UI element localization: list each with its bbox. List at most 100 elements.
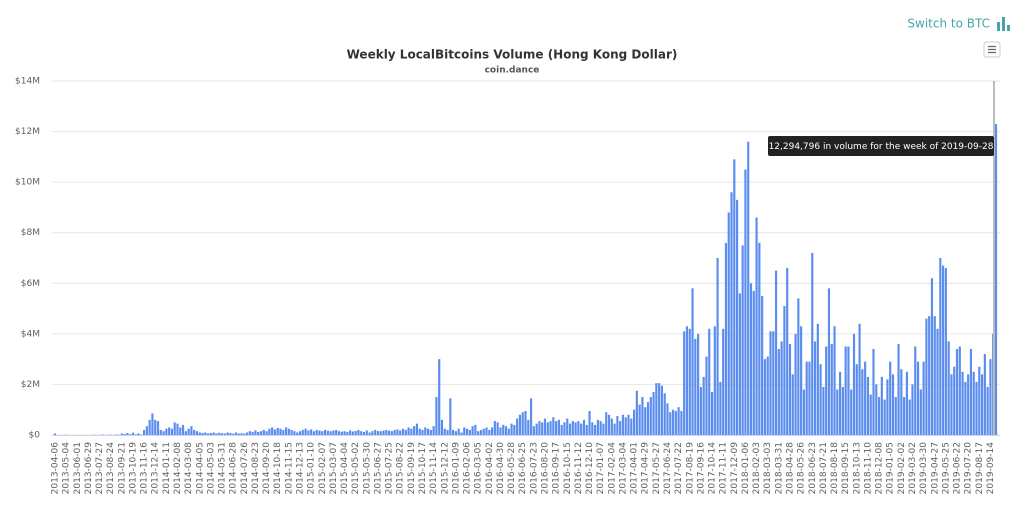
bar xyxy=(761,295,764,435)
x-tick-label: 2018-08-18 xyxy=(830,442,840,495)
bar xyxy=(596,419,599,435)
bar xyxy=(972,371,975,435)
bar xyxy=(610,418,613,435)
x-tick-label: 2016-05-28 xyxy=(507,442,517,495)
bar xyxy=(524,410,527,435)
bar xyxy=(440,419,444,435)
x-tick-label: 2016-07-23 xyxy=(529,442,539,494)
bar xyxy=(858,323,861,435)
y-tick-label: $12M xyxy=(15,127,40,137)
bar xyxy=(710,392,714,435)
bar xyxy=(663,393,666,435)
bar xyxy=(900,369,903,435)
bar xyxy=(246,432,249,435)
bar xyxy=(312,431,315,435)
bar xyxy=(646,402,650,435)
bar xyxy=(315,429,318,435)
x-tick-label: 2013-06-29 xyxy=(84,442,94,495)
bar xyxy=(749,283,753,435)
bar xyxy=(368,432,371,435)
x-tick-label: 2017-02-04 xyxy=(607,442,617,495)
bar xyxy=(491,427,494,435)
bar xyxy=(123,433,126,435)
bar xyxy=(908,399,911,435)
bar xyxy=(802,389,805,435)
bar xyxy=(527,419,530,435)
bar xyxy=(889,361,892,435)
bar xyxy=(825,346,828,435)
bar xyxy=(772,331,775,435)
x-tick-label: 2018-03-03 xyxy=(763,442,773,494)
bar xyxy=(983,354,986,435)
bar xyxy=(463,427,466,435)
bar xyxy=(371,431,374,435)
bar xyxy=(215,433,218,435)
bar xyxy=(426,428,430,435)
x-tick-label: 2018-04-28 xyxy=(785,442,795,495)
bar xyxy=(234,432,238,435)
y-tick-label: $4M xyxy=(21,329,40,339)
bar xyxy=(237,433,240,435)
bar xyxy=(271,427,274,435)
bar xyxy=(485,427,488,435)
bar xyxy=(349,430,352,435)
bar xyxy=(805,361,808,435)
x-tick-label: 2018-12-08 xyxy=(875,442,885,495)
bar xyxy=(507,428,510,435)
bar xyxy=(240,433,243,435)
bar xyxy=(301,429,304,435)
switch-link[interactable]: Switch to BTC xyxy=(907,17,990,31)
bar xyxy=(827,288,831,435)
x-tick-label: 2016-02-06 xyxy=(463,442,473,495)
bar xyxy=(449,398,452,435)
bar xyxy=(404,429,407,435)
bar xyxy=(535,423,538,435)
bar xyxy=(616,416,619,435)
y-tick-label: $0 xyxy=(29,431,41,441)
bar xyxy=(852,333,856,435)
bar xyxy=(181,424,185,435)
bar xyxy=(613,423,616,435)
bar xyxy=(254,430,257,435)
bar xyxy=(151,413,154,435)
bar xyxy=(925,318,928,435)
x-tick-label: 2017-10-14 xyxy=(708,442,718,495)
bar xyxy=(955,349,959,435)
bar xyxy=(741,245,744,435)
bar xyxy=(702,376,705,435)
bar xyxy=(568,423,572,435)
bar xyxy=(195,431,199,435)
bar xyxy=(588,410,591,435)
bar xyxy=(733,159,736,435)
x-tick-label: 2018-10-13 xyxy=(852,442,862,494)
bar xyxy=(201,432,204,435)
bar xyxy=(967,374,970,435)
bar xyxy=(279,428,282,435)
bar xyxy=(905,371,908,435)
x-tick-label: 2018-06-23 xyxy=(808,442,818,494)
x-tick-label: 2013-05-04 xyxy=(62,442,72,495)
bar xyxy=(382,430,385,435)
x-tick-label: 2015-10-17 xyxy=(418,442,428,494)
bar xyxy=(947,341,950,435)
menu-button[interactable] xyxy=(983,41,1001,58)
bar xyxy=(697,333,700,435)
x-tick-label: 2018-09-15 xyxy=(841,442,851,494)
x-tick-label: 2013-11-16 xyxy=(140,442,150,495)
x-tick-label: 2013-09-21 xyxy=(117,442,127,494)
bar xyxy=(276,427,279,435)
bar xyxy=(641,397,644,435)
bar xyxy=(165,428,168,435)
bar xyxy=(602,423,605,435)
bar xyxy=(229,432,232,435)
bar xyxy=(145,426,148,435)
bar xyxy=(666,403,669,435)
x-tick-label: 2013-12-14 xyxy=(151,442,161,495)
bar xyxy=(168,427,171,435)
bar xyxy=(307,430,310,435)
x-tick-label: 2014-05-03 xyxy=(206,442,216,494)
bar xyxy=(928,316,931,435)
bar xyxy=(994,124,998,435)
x-tick-label: 2014-05-31 xyxy=(218,442,228,494)
bar xyxy=(783,306,786,435)
